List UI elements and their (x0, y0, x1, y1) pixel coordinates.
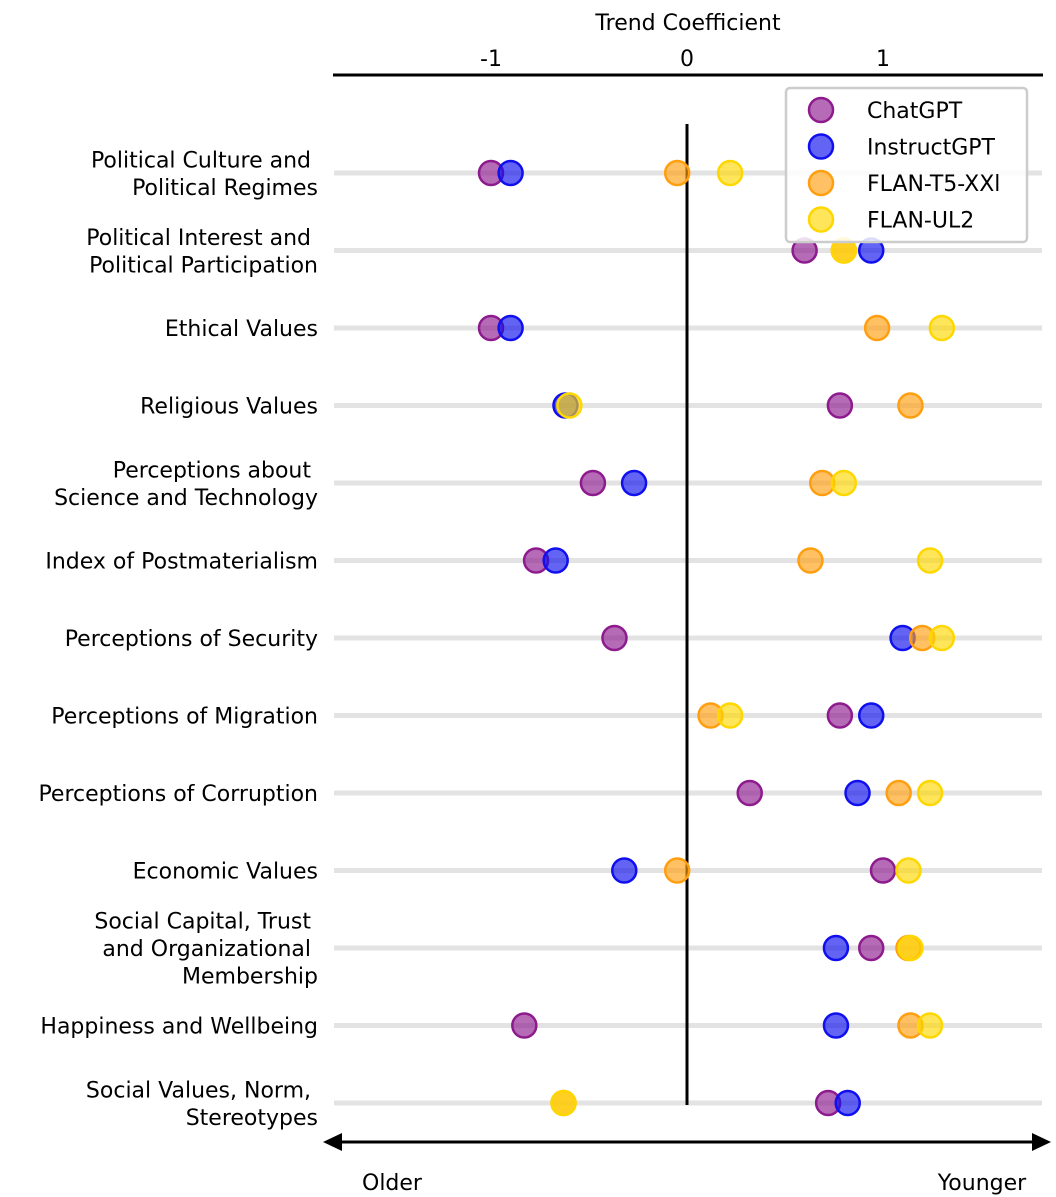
data-point (550, 1089, 577, 1117)
data-point (822, 934, 850, 962)
legend-label: FLAN-T5-XXl (867, 172, 1000, 197)
category-label: Perceptions of Migration (51, 705, 318, 730)
data-point (716, 159, 744, 187)
data-point (797, 547, 824, 574)
data-point (542, 547, 569, 574)
data-point (826, 702, 854, 729)
legend-label: ChatGPT (867, 99, 963, 124)
category-label: Ethical Values (165, 317, 318, 342)
data-point (830, 469, 858, 497)
legend-entries: ChatGPT InstructGPT FLAN-T5-XXl FLAN-UL2 (807, 96, 1000, 234)
data-point (857, 934, 885, 962)
legend-marker (807, 169, 835, 197)
data-point (928, 624, 956, 652)
legend: ChatGPT InstructGPT FLAN-T5-XXl FLAN-UL2 (784, 86, 1029, 244)
data-point (497, 159, 524, 187)
data-point (928, 314, 956, 342)
older-label: Older (362, 1171, 423, 1196)
category-label: Social Values, Norm, Stereotypes (86, 1078, 318, 1131)
data-point (579, 469, 607, 497)
data-point (620, 469, 648, 497)
legend-marker (807, 206, 835, 233)
legend-label: InstructGPT (867, 136, 996, 161)
category-label: Political Interest and Political Partici… (86, 226, 318, 279)
data-point (897, 392, 924, 419)
category-label: Index of Postmaterialism (45, 550, 318, 575)
x-axis-ticks: -1 0 1 (480, 47, 890, 72)
x-axis-title: Trend Coefficient (594, 11, 781, 36)
data-point (601, 624, 628, 652)
data-point (511, 1012, 538, 1039)
data-point (736, 779, 763, 807)
category-label: Perceptions of Security (65, 627, 318, 652)
data-point (916, 547, 944, 574)
x-tick-label: 1 (876, 47, 890, 72)
data-point (857, 702, 885, 729)
x-tick-label: -1 (480, 47, 502, 72)
category-label: Economic Values (133, 860, 318, 885)
data-point (497, 314, 524, 342)
data-point (716, 702, 744, 729)
younger-label: Younger (937, 1171, 1027, 1196)
legend-label: FLAN-UL2 (867, 209, 974, 234)
category-label: Perceptions of Corruption (38, 782, 318, 807)
legend-marker (807, 96, 835, 124)
data-point (885, 779, 912, 807)
data-point (897, 934, 924, 962)
category-labels: Political Culture and Political Regimes P… (38, 148, 318, 1131)
data-point (844, 779, 871, 807)
category-label: Social Capital, Trust and Organizational… (94, 910, 318, 990)
data-point (916, 1012, 944, 1039)
data-points (477, 159, 956, 1117)
data-point (822, 1012, 850, 1039)
data-point (895, 857, 922, 884)
category-label: Perceptions about Science and Technology (54, 458, 318, 511)
data-point (663, 159, 691, 187)
left-arrowhead-icon (323, 1133, 342, 1151)
data-point (863, 314, 891, 342)
data-point (834, 1089, 861, 1117)
data-point (916, 779, 944, 807)
legend-box (784, 86, 1029, 244)
category-label: Religious Values (140, 395, 318, 420)
category-label: Political Culture and Political Regimes (91, 148, 318, 201)
data-point (611, 857, 638, 884)
data-point (826, 392, 854, 419)
legend-marker (807, 133, 835, 160)
category-label: Happiness and Wellbeing (40, 1015, 318, 1040)
data-point (663, 857, 691, 884)
data-point (869, 857, 897, 884)
x-tick-label: 0 (680, 47, 694, 72)
data-point (556, 392, 583, 419)
right-arrowhead-icon (1032, 1133, 1051, 1151)
direction-arrow (323, 1133, 1051, 1151)
